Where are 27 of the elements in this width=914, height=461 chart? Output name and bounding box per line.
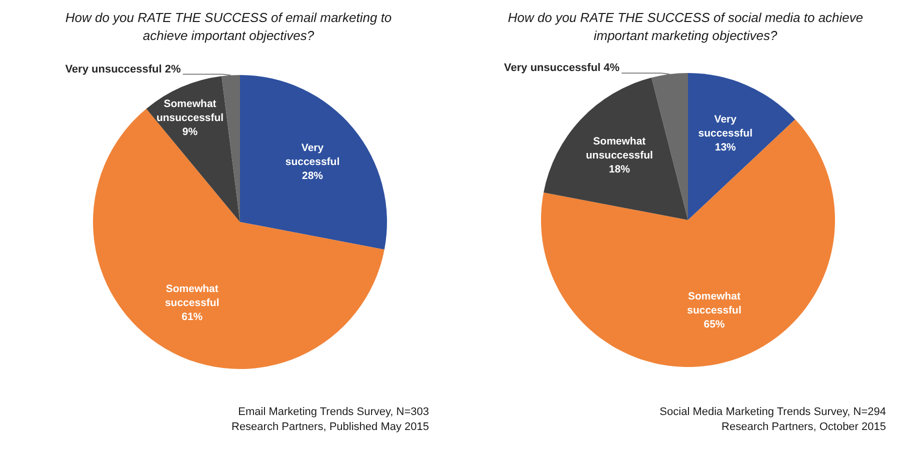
slice-label: Very unsuccessful 4%	[504, 62, 620, 74]
chart-title: How do you RATE THE SUCCESS of email marketing to achieve important objectives?	[65, 10, 392, 43]
pie-slice	[544, 78, 688, 220]
slice-label: Somewhat successful	[687, 290, 742, 316]
text: Email Marketing Trends Survey, N=303	[238, 406, 429, 418]
pie-slice	[222, 75, 240, 222]
slice-label: Very successful	[285, 142, 340, 168]
slice-label: Very unsuccessful 2%	[65, 63, 181, 76]
slice-label: Somewhat unsuccessful	[156, 98, 224, 124]
pie-slice	[688, 73, 796, 220]
pie-slice	[240, 75, 387, 250]
slice-label: Somewhat successful	[164, 282, 220, 309]
chart-title: How do you RATE THE SUCCESS of social media to achieve important marketing objectives?	[508, 10, 864, 43]
slice-label: Somewhat unsuccessful	[586, 136, 654, 162]
text: Social Media Marketing Trends Survey, N=294	[660, 406, 886, 418]
data-label: 13%	[714, 142, 737, 154]
data-label: 65%	[704, 318, 726, 330]
pie-slice	[651, 73, 688, 220]
data-label: 9%	[182, 126, 198, 138]
pie-slice	[146, 76, 240, 222]
data-label: 61%	[182, 310, 204, 323]
text: Research Partners, Published May 2015	[232, 421, 429, 433]
slice-label: Very successful	[698, 114, 753, 140]
data-label: 18%	[608, 164, 631, 176]
pie-slice	[93, 108, 384, 369]
data-label: 28%	[302, 170, 324, 182]
text: Research Partners, October 2015	[722, 421, 886, 433]
